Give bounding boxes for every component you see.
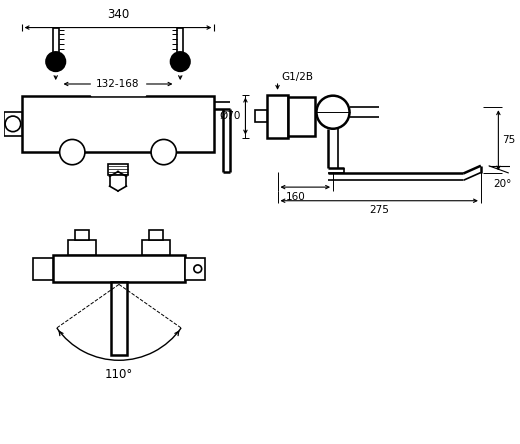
Text: 20°: 20° — [493, 179, 512, 189]
Bar — [149, 230, 163, 240]
Text: 75: 75 — [502, 135, 515, 146]
Text: Ø70: Ø70 — [219, 111, 241, 121]
Bar — [68, 240, 96, 255]
Bar — [288, 97, 316, 135]
Bar — [4, 112, 22, 135]
Bar — [142, 240, 170, 255]
Text: G1/2B: G1/2B — [281, 72, 314, 82]
Text: 160: 160 — [285, 192, 305, 202]
Bar — [255, 110, 267, 122]
Bar — [75, 230, 89, 240]
Circle shape — [46, 52, 66, 71]
Bar — [111, 282, 127, 355]
Circle shape — [194, 265, 202, 273]
Text: 132-168: 132-168 — [96, 79, 140, 89]
Bar — [33, 258, 53, 280]
Bar — [185, 258, 204, 280]
Text: 275: 275 — [369, 205, 389, 214]
Circle shape — [151, 139, 176, 165]
Bar — [53, 255, 185, 282]
Text: 340: 340 — [107, 8, 129, 21]
Bar — [267, 95, 288, 138]
Circle shape — [5, 116, 21, 132]
Circle shape — [60, 139, 85, 165]
Bar — [108, 164, 128, 175]
Circle shape — [171, 52, 190, 71]
Circle shape — [317, 95, 349, 129]
Bar — [22, 95, 214, 152]
Text: 110°: 110° — [105, 368, 133, 381]
